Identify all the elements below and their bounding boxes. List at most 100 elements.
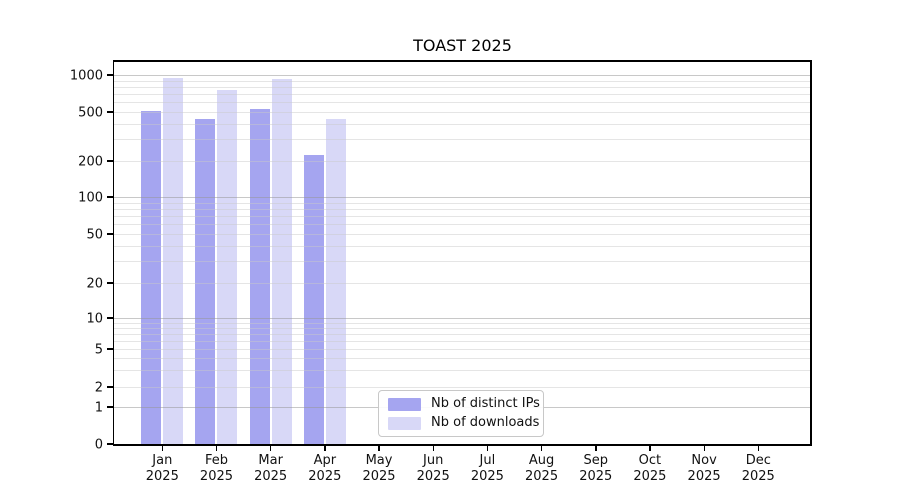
x-tick-mark	[432, 445, 434, 451]
gridline-minor	[114, 112, 811, 113]
y-tick-mark	[106, 160, 113, 162]
x-tick-label: Jun 2025	[405, 453, 461, 484]
bar-distinct-ips-feb	[195, 119, 216, 444]
chart-title: TOAST 2025	[413, 36, 512, 55]
x-tick-month: Jan	[152, 453, 173, 468]
y-tick-label: 1	[94, 400, 103, 415]
x-tick-label: Apr 2025	[297, 453, 353, 484]
x-tick-label: Feb 2025	[188, 453, 244, 484]
legend-label-downloads: Nb of downloads	[431, 415, 540, 430]
x-tick-year: 2025	[741, 468, 775, 484]
gridline-minor	[114, 283, 811, 284]
gridline-minor	[114, 327, 811, 329]
x-tick-mark	[324, 445, 326, 451]
gridline-minor	[114, 161, 811, 162]
gridline-major	[114, 75, 811, 76]
gridline-minor	[114, 333, 811, 335]
x-tick-year: 2025	[633, 468, 667, 484]
gridline-minor	[114, 216, 811, 218]
x-tick-label: Nov 2025	[676, 453, 732, 484]
x-tick-mark	[270, 445, 272, 451]
x-tick-year: 2025	[525, 468, 559, 484]
x-tick-month: Apr	[313, 453, 337, 468]
y-tick-label: 10	[86, 311, 103, 326]
y-tick-mark	[106, 233, 113, 235]
x-tick-label: Jan 2025	[134, 453, 190, 484]
x-tick-label: Sep 2025	[568, 453, 624, 484]
gridline-minor	[114, 358, 811, 360]
gridline-minor	[114, 202, 811, 204]
x-tick-month: Sep	[583, 453, 608, 468]
bar-distinct-ips-apr	[303, 154, 324, 444]
x-tick-month: Dec	[745, 453, 771, 468]
y-tick-label: 50	[86, 227, 103, 242]
y-tick-mark	[106, 111, 113, 113]
x-tick-year: 2025	[308, 468, 342, 484]
y-tick-label: 2	[94, 380, 103, 395]
bar-downloads-apr	[325, 119, 346, 444]
bar-downloads-jan	[163, 77, 184, 444]
axis-spine-left	[112, 60, 115, 446]
x-tick-month: Mar	[258, 453, 283, 468]
x-tick-year: 2025	[687, 468, 721, 484]
gridline-minor	[114, 94, 811, 96]
y-tick-label: 5	[94, 342, 103, 357]
y-tick-mark	[106, 282, 113, 284]
gridline-major	[114, 197, 811, 198]
x-tick-label: Dec 2025	[730, 453, 786, 484]
gridline-major	[114, 318, 811, 319]
gridline-minor	[114, 86, 811, 88]
gridline-minor	[114, 208, 811, 210]
legend-row-distinct-ips: Nb of distinct IPs	[388, 397, 540, 411]
x-tick-label: Jul 2025	[459, 453, 515, 484]
x-tick-mark	[161, 445, 164, 451]
x-tick-year: 2025	[362, 468, 396, 484]
x-tick-month: Aug	[528, 453, 555, 468]
x-tick-year: 2025	[579, 468, 613, 484]
x-tick-month: May	[365, 453, 393, 468]
gridline-minor	[114, 370, 811, 372]
x-tick-month: Nov	[691, 453, 717, 468]
x-tick-month: Jul	[479, 453, 496, 468]
legend-row-downloads: Nb of downloads	[388, 416, 539, 430]
x-tick-month: Oct	[638, 453, 662, 468]
x-tick-mark	[540, 445, 543, 451]
gridline-minor	[114, 139, 811, 141]
y-tick-mark	[106, 386, 113, 388]
x-tick-mark	[649, 445, 651, 451]
x-tick-year: 2025	[199, 468, 234, 484]
y-tick-mark	[106, 74, 113, 76]
y-tick-label: 0	[94, 437, 103, 452]
legend: Nb of distinct IPs Nb of downloads	[378, 390, 544, 437]
y-tick-label: 500	[78, 105, 103, 120]
x-tick-year: 2025	[470, 468, 504, 484]
x-tick-year: 2025	[254, 468, 288, 484]
y-tick-mark	[106, 348, 113, 350]
x-tick-year: 2025	[416, 468, 450, 484]
x-tick-label: May 2025	[351, 453, 407, 484]
axis-spine-top	[112, 60, 812, 62]
x-tick-year: 2025	[145, 468, 179, 484]
x-tick-month: Feb	[204, 453, 228, 468]
x-tick-mark	[595, 445, 597, 451]
x-tick-month: Jun	[423, 453, 444, 468]
y-tick-mark	[106, 196, 113, 198]
y-tick-mark	[106, 406, 113, 408]
x-tick-label: Mar 2025	[243, 453, 299, 484]
x-tick-mark	[486, 445, 489, 451]
gridline-minor	[114, 261, 811, 263]
x-tick-mark	[378, 445, 380, 451]
gridline-minor	[114, 349, 811, 350]
y-tick-mark	[106, 317, 113, 319]
bar-distinct-ips-jan	[141, 111, 162, 444]
axis-spine-bottom	[112, 444, 812, 446]
gridline-minor	[114, 224, 811, 226]
y-tick-mark	[106, 443, 113, 445]
x-tick-mark	[757, 445, 760, 451]
legend-swatch-distinct-ips	[388, 397, 421, 411]
bar-downloads-feb	[217, 90, 238, 444]
x-tick-label: Aug 2025	[514, 453, 570, 484]
bar-downloads-mar	[271, 78, 292, 444]
y-tick-label: 200	[78, 154, 103, 169]
